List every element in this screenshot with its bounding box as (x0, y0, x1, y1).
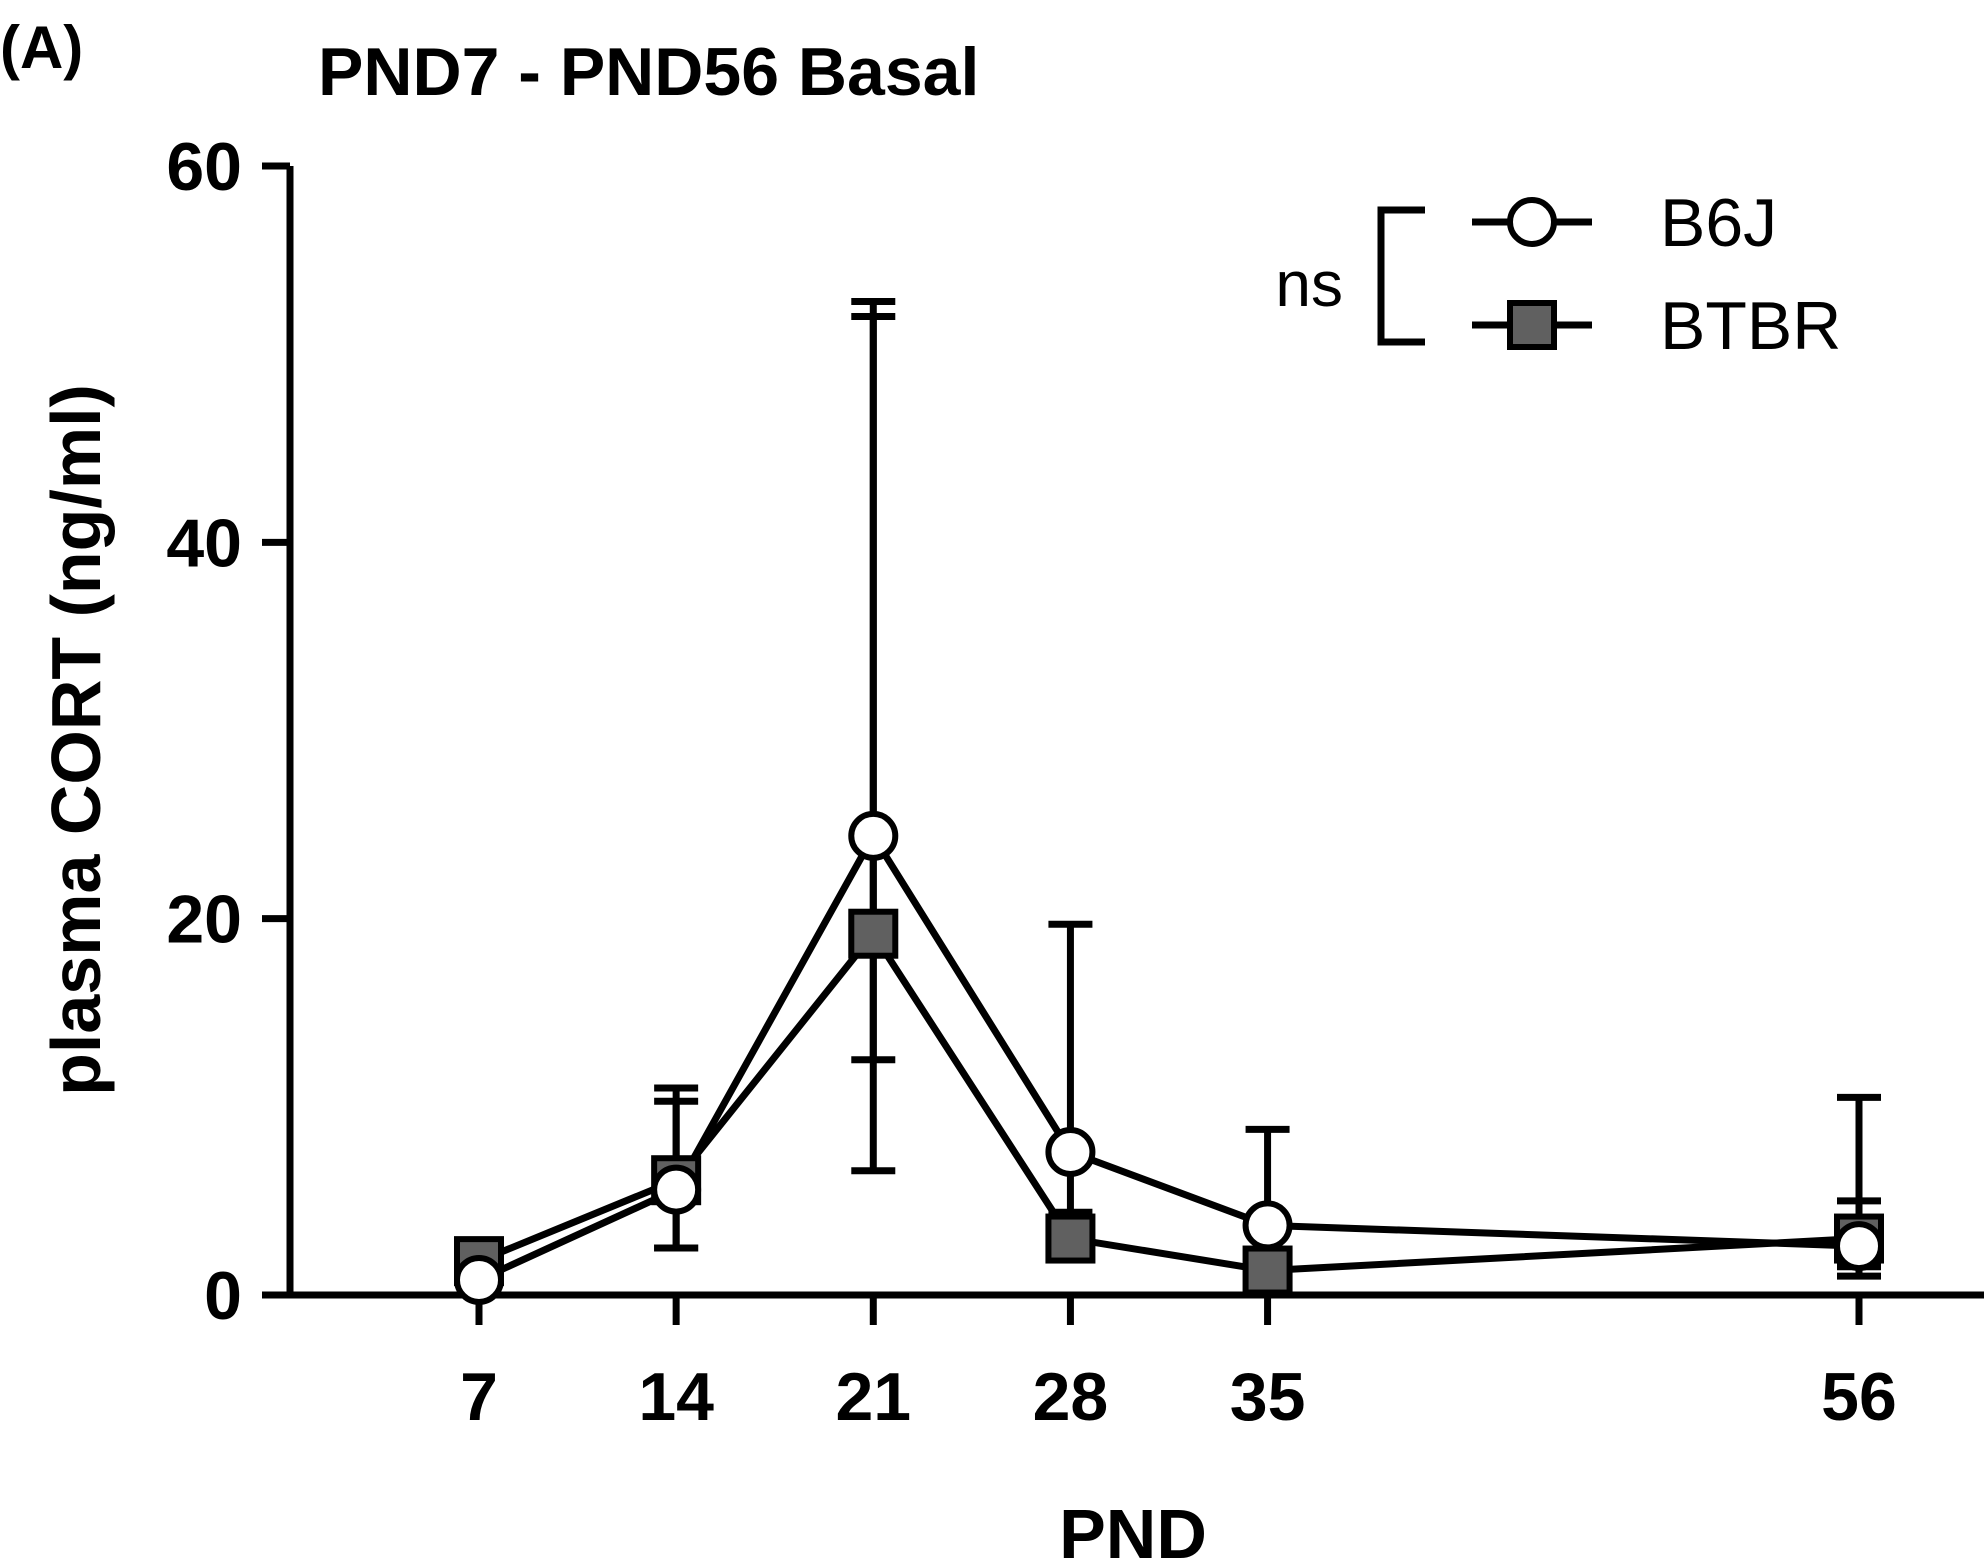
series-line-btbr (477, 930, 1860, 1275)
legend-label: BTBR (1660, 288, 1841, 364)
legend-marker-circle (1507, 197, 1557, 247)
x-tick-label: 7 (460, 1359, 498, 1435)
data-point (1834, 1221, 1884, 1272)
data-point (651, 1164, 702, 1215)
data-point (1045, 1213, 1096, 1264)
series-line-b6j (477, 832, 1860, 1284)
x-tick-label: 14 (638, 1359, 714, 1435)
y-tick-label: 60 (166, 129, 242, 205)
y-axis-ticks: 0 20 40 60 (166, 129, 290, 1334)
data-point (454, 1254, 504, 1305)
markers-b6j (454, 810, 1884, 1305)
plot-area (454, 297, 1884, 1305)
data-point (1242, 1245, 1293, 1296)
data-point (1242, 1200, 1293, 1251)
x-axis-label: PND (1059, 1495, 1207, 1567)
x-tick-label: 21 (835, 1359, 911, 1435)
data-point (1045, 1126, 1096, 1177)
significance-bracket (1377, 206, 1425, 346)
chart-title: PND7 - PND56 Basal (318, 34, 979, 110)
panel-label: (A) (0, 14, 83, 81)
error-bars-btbr (457, 297, 1881, 1284)
y-axis-label: plasma CORT (ng/ml) (37, 384, 115, 1096)
x-tick-label: 28 (1033, 1359, 1109, 1435)
x-axis-ticks: 7 14 21 28 35 56 (460, 1295, 1897, 1435)
x-tick-label: 35 (1230, 1359, 1306, 1435)
legend-label: B6J (1660, 185, 1777, 261)
error-bars-b6j (457, 313, 1881, 1288)
y-tick-label: 0 (204, 1258, 242, 1334)
y-tick-label: 40 (166, 505, 242, 581)
legend: ns B6J BTBR (1275, 185, 1841, 364)
legend-marker-square (1507, 300, 1557, 350)
data-point (848, 810, 899, 861)
data-point (848, 908, 899, 959)
y-tick-label: 20 (166, 882, 242, 958)
significance-annotation: ns (1275, 248, 1343, 320)
x-tick-label: 56 (1821, 1359, 1897, 1435)
